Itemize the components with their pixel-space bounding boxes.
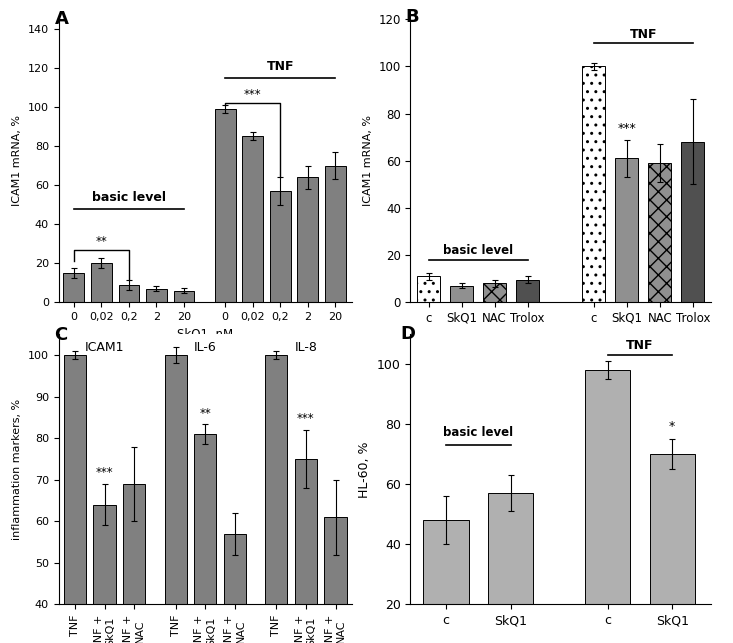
Text: ***: *** bbox=[297, 412, 314, 424]
Bar bbox=[424, 520, 468, 643]
Bar bbox=[91, 263, 111, 302]
Bar bbox=[483, 284, 507, 302]
Text: ***: *** bbox=[617, 122, 636, 136]
Bar bbox=[265, 355, 287, 643]
Bar bbox=[325, 517, 347, 643]
Bar bbox=[164, 355, 187, 643]
Y-axis label: ICAM1 mRNA, %: ICAM1 mRNA, % bbox=[363, 115, 373, 206]
Text: ICAM1: ICAM1 bbox=[85, 341, 125, 354]
Bar bbox=[93, 505, 116, 643]
Y-axis label: ICAM1 mRNA, %: ICAM1 mRNA, % bbox=[12, 115, 22, 206]
Text: IL-6: IL-6 bbox=[194, 341, 217, 354]
Text: ***: *** bbox=[96, 466, 114, 478]
Bar bbox=[295, 459, 317, 643]
Bar bbox=[615, 158, 638, 302]
Bar bbox=[174, 291, 194, 302]
Bar bbox=[64, 273, 84, 302]
Bar bbox=[215, 109, 235, 302]
X-axis label: SkQ1, nM: SkQ1, nM bbox=[177, 327, 233, 341]
Bar bbox=[194, 434, 216, 643]
Text: basic level: basic level bbox=[443, 244, 513, 257]
Text: TNF: TNF bbox=[630, 28, 657, 41]
Bar bbox=[450, 285, 474, 302]
Text: D: D bbox=[401, 325, 416, 343]
Text: basic level: basic level bbox=[92, 191, 166, 204]
Bar bbox=[146, 289, 166, 302]
Bar bbox=[649, 455, 695, 643]
Text: *: * bbox=[669, 421, 675, 433]
Bar bbox=[417, 276, 441, 302]
Y-axis label: inflammation markers, %: inflammation markers, % bbox=[12, 399, 23, 540]
Bar bbox=[298, 177, 318, 302]
Bar bbox=[119, 285, 139, 302]
Bar bbox=[224, 534, 246, 643]
Text: B: B bbox=[405, 8, 419, 26]
Text: TNF: TNF bbox=[626, 340, 654, 352]
Bar bbox=[123, 484, 145, 643]
Bar bbox=[582, 66, 605, 302]
Bar bbox=[488, 493, 534, 643]
Text: **: ** bbox=[199, 408, 211, 421]
Bar bbox=[64, 355, 86, 643]
Y-axis label: HL-60, %: HL-60, % bbox=[358, 441, 372, 498]
Bar bbox=[325, 166, 346, 302]
Bar bbox=[243, 136, 263, 302]
Text: basic level: basic level bbox=[443, 426, 513, 439]
Text: **: ** bbox=[95, 235, 107, 248]
Text: IL-8: IL-8 bbox=[295, 341, 317, 354]
Text: ***: *** bbox=[244, 88, 262, 101]
Text: C: C bbox=[54, 326, 67, 344]
Bar bbox=[648, 163, 671, 302]
Bar bbox=[270, 191, 290, 302]
Bar bbox=[585, 370, 630, 643]
Bar bbox=[516, 280, 539, 302]
Text: A: A bbox=[54, 10, 68, 28]
Bar bbox=[681, 142, 704, 302]
Text: TNF: TNF bbox=[267, 60, 294, 73]
